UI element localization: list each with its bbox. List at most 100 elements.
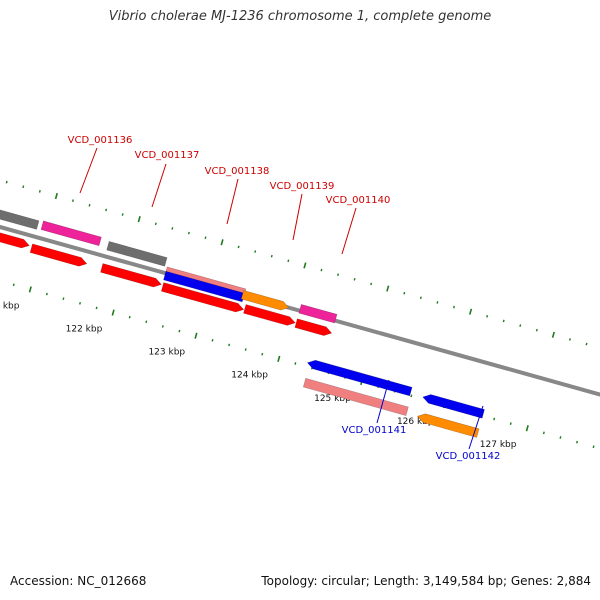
inner-tick xyxy=(410,394,413,398)
outer-tick xyxy=(386,285,390,292)
cds-feature xyxy=(100,263,162,288)
outer-tick xyxy=(5,180,8,184)
outer-tick xyxy=(187,231,190,235)
cds-feature xyxy=(298,304,338,324)
outer-tick xyxy=(105,208,108,212)
tick-label: 122 kbp xyxy=(66,324,103,334)
tick-label: 124 kbp xyxy=(231,371,268,381)
outer-tick xyxy=(519,324,522,327)
inner-tick xyxy=(576,440,579,444)
inner-tick xyxy=(294,362,297,365)
inner-tick xyxy=(228,343,231,347)
outer-tick xyxy=(468,308,473,315)
cds-feature xyxy=(416,413,480,438)
inner-tick xyxy=(525,425,529,432)
cds-feature xyxy=(422,394,485,419)
inner-tick xyxy=(62,297,65,301)
cds-feature xyxy=(294,318,333,336)
topology-text: Topology: circular; Length: 3,149,584 bp… xyxy=(261,574,591,588)
tick-label: 127 kbp xyxy=(480,440,517,450)
outer-tick xyxy=(38,190,41,193)
cds-feature xyxy=(306,359,413,397)
outer-tick xyxy=(535,328,538,332)
outer-tick xyxy=(22,185,25,189)
outer-tick xyxy=(254,250,257,253)
inner-tick xyxy=(194,332,198,339)
outer-tick xyxy=(353,277,356,281)
gene-label-leader xyxy=(151,163,167,208)
inner-tick xyxy=(145,320,148,324)
tick-label: 125 kbp xyxy=(314,394,351,404)
inner-tick xyxy=(128,315,131,319)
inner-tick xyxy=(261,352,264,356)
outer-tick xyxy=(568,338,571,341)
inner-tick xyxy=(12,283,15,287)
gene-label: VCD_001141 xyxy=(342,425,407,436)
gene-label: VCD_001142 xyxy=(436,451,501,462)
tick-label: 123 kbp xyxy=(148,348,185,358)
tick-labels: 121 kbp 122 kbp 123 kbp 124 kbp 125 kbp 126 k… xyxy=(0,301,517,450)
outer-tick xyxy=(204,236,207,240)
gene-label-leader xyxy=(376,379,390,424)
outer-tick xyxy=(551,331,555,338)
tick-label: 121 kbp xyxy=(0,301,20,311)
gene-label: VCD_001136 xyxy=(68,135,133,146)
inner-tick xyxy=(211,338,214,342)
inner-tick xyxy=(79,301,82,305)
inner-tick xyxy=(277,355,281,362)
gene-label: VCD_001138 xyxy=(205,166,270,177)
outer-tick xyxy=(54,192,58,200)
inner-tick xyxy=(111,309,115,316)
outer-tick xyxy=(585,342,588,346)
cds-feature xyxy=(160,282,245,313)
gene-label-leader xyxy=(79,147,98,194)
cds-feature xyxy=(40,220,102,247)
outer-tick xyxy=(88,203,91,207)
outer-tick xyxy=(237,245,240,249)
outer-tick xyxy=(220,239,224,246)
cds-feature xyxy=(240,290,290,311)
inner-tick xyxy=(161,325,164,328)
inner-tick xyxy=(244,348,247,351)
gene-label: VCD_001140 xyxy=(326,195,391,206)
outer-tick xyxy=(502,319,505,323)
gene-label-leader xyxy=(468,405,484,450)
cds-feature xyxy=(163,270,245,303)
cds-feature xyxy=(29,243,88,267)
outer-tick xyxy=(171,227,174,230)
outer-tick xyxy=(121,213,124,216)
inner-tick-ring xyxy=(12,283,595,449)
outer-tick xyxy=(370,282,373,286)
inner-tick xyxy=(28,286,32,293)
outer-tick xyxy=(453,305,455,309)
outer-tick xyxy=(320,268,323,272)
outer-tick xyxy=(337,273,340,277)
inner-tick xyxy=(542,431,545,435)
inner-tick xyxy=(559,436,562,439)
gene-label: VCD_001137 xyxy=(135,150,200,161)
gene-label: VCD_001139 xyxy=(270,181,335,192)
outer-tick xyxy=(287,259,290,263)
inner-tick xyxy=(45,292,48,296)
outer-tick xyxy=(303,262,307,269)
cds-feature xyxy=(243,304,296,326)
cds-feature xyxy=(0,209,40,230)
cds-feature xyxy=(0,232,30,249)
feature-layer xyxy=(0,209,485,438)
gene-label-leader xyxy=(292,193,303,241)
outer-tick xyxy=(403,291,406,295)
inner-tick xyxy=(592,445,595,449)
accession-text: Accession: NC_012668 xyxy=(10,574,147,588)
outer-tick xyxy=(154,222,157,226)
outer-tick xyxy=(436,301,439,304)
map-title: Vibrio cholerae MJ-1236 chromosome 1, co… xyxy=(108,9,492,24)
gene-label-leader xyxy=(226,178,239,225)
cds-feature xyxy=(106,241,168,267)
gene-label-leader xyxy=(341,207,357,255)
outer-tick xyxy=(486,314,489,318)
outer-tick xyxy=(419,296,422,300)
tick-label: 126 kbp xyxy=(397,417,434,427)
inner-tick xyxy=(178,329,181,333)
